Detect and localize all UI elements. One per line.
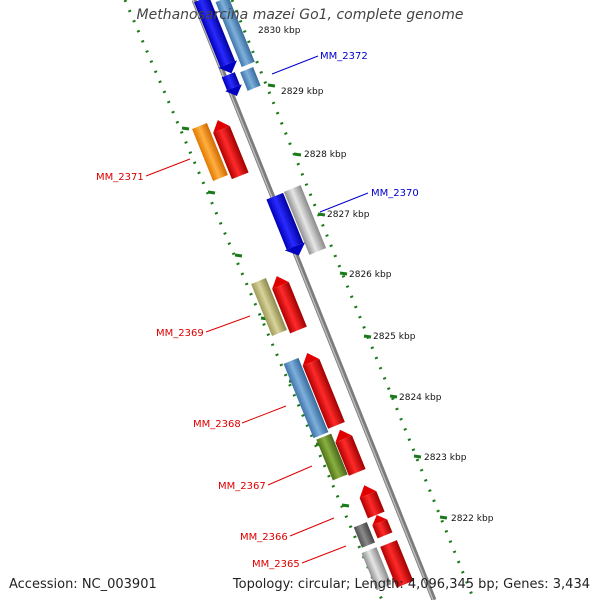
tick-label: 2830 kbp xyxy=(258,26,301,36)
leader-line-mm2372 xyxy=(271,55,319,75)
tick-label: 2828 kbp xyxy=(304,150,347,160)
gene-label-mm2368[interactable]: MM_2368 xyxy=(193,419,241,430)
gene-feature-mm2371-red[interactable] xyxy=(209,117,249,180)
genome-backbone xyxy=(191,0,437,600)
gene-label-mm2367[interactable]: MM_2367 xyxy=(218,481,266,492)
gene-feature-mm2365-red[interactable] xyxy=(369,512,393,539)
tick-mark xyxy=(317,212,326,217)
gene-label-mm2369[interactable]: MM_2369 xyxy=(156,328,204,339)
gene-label-mm2365[interactable]: MM_2365 xyxy=(252,559,300,570)
gene-feature-mm2370-grey[interactable] xyxy=(283,185,327,255)
gene-feature-blue[interactable] xyxy=(192,0,241,77)
gene-feature-mm2367-olive[interactable] xyxy=(316,433,348,481)
map-title: Methanosarcina mazei Go1, complete genom… xyxy=(136,7,464,23)
gene-feature-mm2369-khaki[interactable] xyxy=(251,278,287,336)
leader-line-mm2365 xyxy=(301,545,347,564)
tick-mark xyxy=(339,271,348,276)
tick-mark xyxy=(341,503,350,508)
tick-label: 2823 kbp xyxy=(424,453,467,463)
leader-line-mm2371 xyxy=(145,158,191,177)
gene-feature-mm2369-red[interactable] xyxy=(268,273,307,334)
tick-mark xyxy=(413,454,422,459)
gene-feature-mm2371-orange[interactable] xyxy=(192,123,228,181)
gene-label-mm2370[interactable]: MM_2370 xyxy=(371,188,419,199)
gene-feature-mm2372-blue[interactable] xyxy=(220,71,245,99)
gene-feature-mm2368-steel[interactable] xyxy=(283,357,329,439)
gene-label-mm2366[interactable]: MM_2366 xyxy=(240,532,288,543)
outer-track-right xyxy=(230,0,476,600)
tick-label: 2827 kbp xyxy=(327,210,370,220)
leader-line-mm2367 xyxy=(267,465,313,486)
tick-mark xyxy=(267,83,276,88)
leader-line-mm2368 xyxy=(241,405,287,424)
tick-mark xyxy=(207,190,216,195)
gene-feature-mm2372-steel[interactable] xyxy=(240,67,261,91)
gene-feature-mm2366-red[interactable] xyxy=(356,482,385,519)
gene-feature-mm2365-dark[interactable] xyxy=(353,522,375,548)
tick-label: 2825 kbp xyxy=(373,332,416,342)
tick-marks xyxy=(181,83,448,520)
genome-summary-text: Topology: circular; Length: 4,096,345 bp… xyxy=(232,577,590,592)
tick-mark xyxy=(293,152,302,157)
genome-backbone-highlight xyxy=(192,0,434,600)
tick-mark xyxy=(389,394,398,399)
tick-label: 2822 kbp xyxy=(451,514,494,524)
tick-label: 2829 kbp xyxy=(281,87,324,97)
gene-label-mm2372[interactable]: MM_2372 xyxy=(320,51,368,62)
tick-label: 2824 kbp xyxy=(399,393,442,403)
gene-feature-mm2365-grey[interactable] xyxy=(361,547,392,591)
leader-line-mm2370 xyxy=(319,192,369,213)
accession-text: Accession: NC_003901 xyxy=(9,577,157,592)
leader-line-mm2369 xyxy=(205,315,251,333)
tick-mark xyxy=(363,334,372,339)
tick-label: 2826 kbp xyxy=(349,270,392,280)
gene-feature-mm2367-red[interactable] xyxy=(332,426,366,476)
gene-feature-steel[interactable] xyxy=(215,0,255,68)
gene-feature-mm2368-red[interactable] xyxy=(299,350,345,429)
leader-line-mm2366 xyxy=(289,517,335,537)
outer-track-left xyxy=(123,0,384,600)
gene-feature-mm2370-blue[interactable] xyxy=(265,192,309,260)
tick-mark xyxy=(181,126,190,131)
gene-feature-mm2365-red-2[interactable] xyxy=(380,540,414,588)
tick-mark xyxy=(439,515,448,520)
tick-mark xyxy=(234,253,243,258)
gene-label-mm2371[interactable]: MM_2371 xyxy=(96,172,144,183)
